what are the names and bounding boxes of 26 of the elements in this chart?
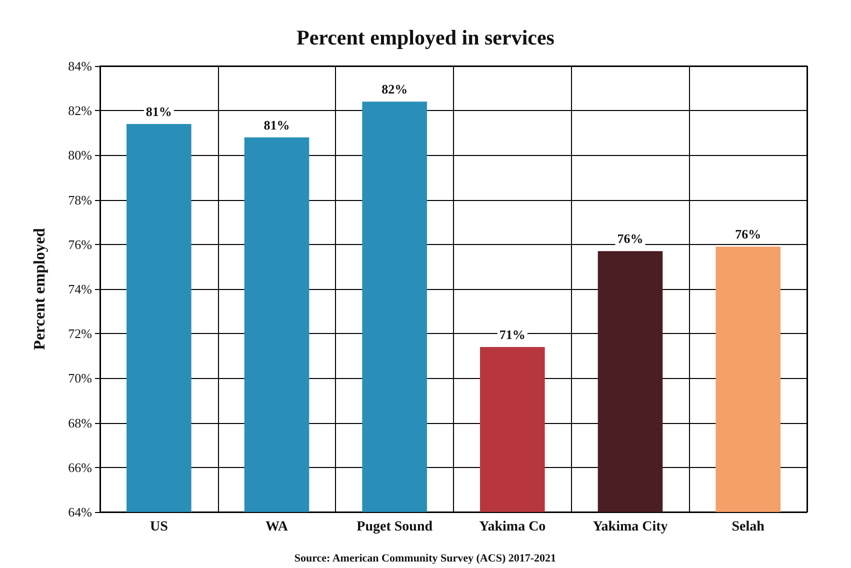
x-tick-label: WA xyxy=(265,520,289,534)
data-label: 82% xyxy=(382,82,408,97)
y-tick-label: 70% xyxy=(68,370,92,386)
data-label: 76% xyxy=(617,231,644,246)
x-tick-label: US xyxy=(150,520,168,534)
y-tick-label: 66% xyxy=(68,460,92,475)
y-tick-label: 82% xyxy=(68,103,92,118)
y-axis-title: Percent employed xyxy=(32,228,48,350)
data-label: 81% xyxy=(146,104,172,119)
source-note: Source: American Community Survey (ACS) 2017-2021 xyxy=(294,552,556,564)
chart-title: Percent employed in services xyxy=(296,26,554,50)
y-tick-label: 76% xyxy=(68,236,92,252)
data-label: 71% xyxy=(499,326,526,342)
y-tick-label: 74% xyxy=(68,282,92,296)
x-tick-label: Selah xyxy=(732,520,765,534)
y-tick-label: 84% xyxy=(68,58,92,74)
x-tick-label: Yakima City xyxy=(592,520,668,534)
y-tick-label: 64% xyxy=(68,504,92,520)
x-tick-label: Yakima Co xyxy=(479,520,546,534)
data-label: 76% xyxy=(735,226,762,242)
x-tick-label: Puget Sound xyxy=(356,520,433,534)
y-tick-label: 78% xyxy=(68,192,92,208)
y-tick-label: 72% xyxy=(68,326,92,342)
data-label: 81% xyxy=(264,117,290,132)
y-tick-label: 68% xyxy=(68,415,92,430)
y-tick-label: 80% xyxy=(68,148,92,163)
